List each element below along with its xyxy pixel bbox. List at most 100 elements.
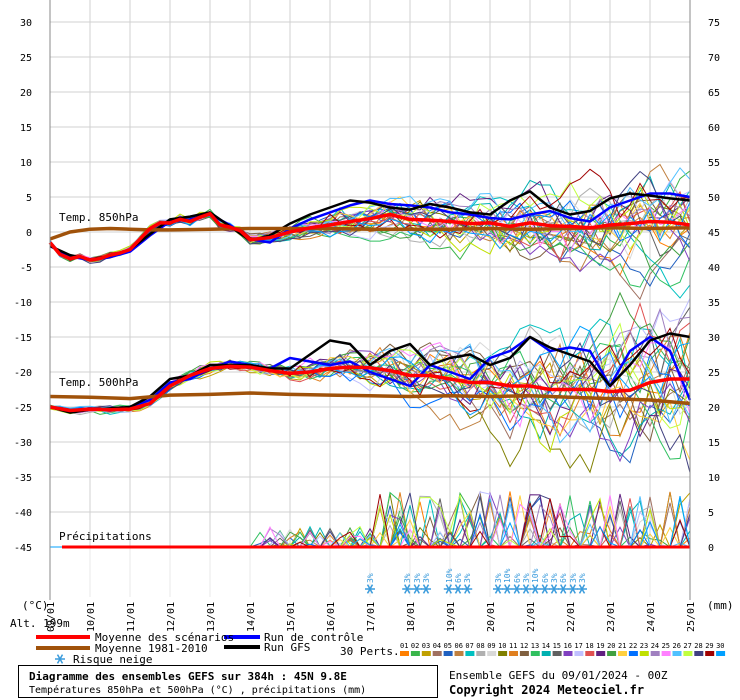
snow-risk-pct: 3% <box>569 573 578 583</box>
right-tick-label: 45 <box>708 228 720 239</box>
right-tick-label: 30 <box>708 333 720 344</box>
snowflake-icon <box>493 584 503 594</box>
pert-swatch <box>487 651 497 656</box>
x-tick-label: 15/01 <box>286 602 297 632</box>
snowflake-icon <box>558 584 569 594</box>
x-tick-label: 10/01 <box>86 602 97 632</box>
snow-risk-pct: 3% <box>550 573 559 583</box>
snowflake-icon <box>462 584 473 594</box>
x-tick-label: 11/01 <box>126 602 137 632</box>
snow-risk-pct: 3% <box>413 573 422 583</box>
right-tick-label: 0 <box>708 543 714 554</box>
copyright: Copyright 2024 Meteociel.fr <box>449 683 644 697</box>
pert-number: 26 <box>673 642 681 650</box>
pert-swatch <box>509 651 518 656</box>
left-tick-label: -20 <box>14 368 32 379</box>
pert-number: 15 <box>553 642 561 650</box>
legend-snow: Risque neige <box>73 653 152 666</box>
legend-mean: Moyenne des scénarios <box>95 631 234 644</box>
snowflake-icon <box>511 584 522 594</box>
right-tick-label: 75 <box>708 18 720 29</box>
x-tick-label: 21/01 <box>526 602 537 632</box>
snowflake-icon <box>402 584 413 594</box>
snow-risk-pct: 3% <box>522 573 531 583</box>
pert-number: 14 <box>542 642 550 650</box>
pert-swatch <box>628 651 638 656</box>
left-tick-label: -40 <box>14 508 32 519</box>
pert-number: 23 <box>640 642 648 650</box>
pert-swatch <box>465 651 475 656</box>
legend-control: Run de contrôle <box>264 631 363 644</box>
legend <box>36 635 260 664</box>
left-tick-label: -10 <box>14 298 32 309</box>
pert-swatch <box>498 651 508 656</box>
snowflake-icon <box>55 654 65 664</box>
pert-swatch <box>410 651 420 656</box>
pert-number: 04 <box>433 642 441 650</box>
pert-number: 22 <box>629 642 637 650</box>
snowflake-icon <box>443 584 454 594</box>
x-tick-label: 12/01 <box>166 602 177 632</box>
snow-risk-pct: 3% <box>366 573 375 583</box>
pert-number: 19 <box>596 642 604 650</box>
member-line-500 <box>49 322 691 429</box>
pert-number: 16 <box>564 642 572 650</box>
right-axis-unit: (mm) <box>707 599 734 612</box>
snowflake-icon <box>365 584 375 594</box>
snow-risk-pct: 6% <box>541 573 550 583</box>
snowflake-icon <box>577 584 587 594</box>
x-tick-label: 09/01 <box>46 602 57 632</box>
right-tick-label: 15 <box>708 438 720 449</box>
main-series-lines <box>48 190 692 549</box>
chart-subtitle: Températures 850hPa et 500hPa (°C) , pré… <box>29 685 367 696</box>
snow-risk-pct: 3% <box>578 573 587 583</box>
pert-number: 03 <box>422 642 430 650</box>
pert-number: 09 <box>487 642 495 650</box>
series-line-t500 <box>49 332 691 414</box>
pert-swatch <box>716 651 726 656</box>
snowflake-icon <box>502 584 513 594</box>
pert-number: 07 <box>465 642 473 650</box>
snowflake-icon <box>567 584 578 594</box>
pert-swatch <box>476 651 486 656</box>
snow-risk-pct: 6% <box>454 573 463 583</box>
x-tick-label: 17/01 <box>366 602 377 632</box>
left-tick-label: 25 <box>20 53 32 64</box>
left-axis-unit: (°C) <box>22 599 49 612</box>
run-info: Ensemble GEFS du 09/01/2024 - 00Z <box>449 669 668 682</box>
pert-number: 18 <box>585 642 593 650</box>
pert-swatch <box>541 651 551 656</box>
left-tick-label: 15 <box>20 123 32 134</box>
left-tick-label: -5 <box>20 263 32 274</box>
left-tick-label: -30 <box>14 438 32 449</box>
pert-number: 17 <box>574 642 582 650</box>
pert-number: 29 <box>705 642 713 650</box>
right-tick-label: 20 <box>708 403 720 414</box>
left-tick-label: -45 <box>14 543 32 554</box>
snowflake-icon <box>549 584 559 594</box>
right-tick-label: 70 <box>708 53 720 64</box>
right-tick-label: 10 <box>708 473 720 484</box>
x-tick-label: 14/01 <box>246 602 257 632</box>
pert-swatch <box>563 651 573 656</box>
snow-risk-pct: 3% <box>422 573 431 583</box>
pert-number: 20 <box>607 642 615 650</box>
x-tick-label: 25/01 <box>686 602 697 632</box>
pert-swatch <box>650 651 660 656</box>
right-tick-label: 25 <box>708 368 720 379</box>
snowflake-icon <box>539 584 550 594</box>
pert-number: 12 <box>520 642 528 650</box>
left-tick-label: -15 <box>14 333 32 344</box>
x-tick-label: 13/01 <box>206 602 217 632</box>
right-tick-label: 5 <box>708 508 714 519</box>
snowflake-icon <box>453 584 463 594</box>
pert-swatch <box>574 651 584 656</box>
right-tick-label: 40 <box>708 263 720 274</box>
snow-risk-pct: 10% <box>531 568 540 583</box>
pert-swatch <box>683 651 693 656</box>
perts-swatches: 01 02 03 04 05 06 07 08 09 10 11 12 13 14 15 16 17 18 19 20… <box>400 642 726 656</box>
pert-swatch <box>661 651 671 656</box>
pert-swatch <box>694 651 704 656</box>
